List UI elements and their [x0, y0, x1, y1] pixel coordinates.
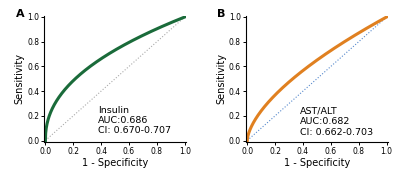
- X-axis label: 1 - Specificity: 1 - Specificity: [82, 158, 148, 168]
- Y-axis label: Sensitivity: Sensitivity: [14, 53, 24, 104]
- X-axis label: 1 - Specificity: 1 - Specificity: [284, 158, 350, 168]
- Y-axis label: Sensitivity: Sensitivity: [216, 53, 226, 104]
- Text: AST/ALT
AUC:0.682
CI: 0.662-0.703: AST/ALT AUC:0.682 CI: 0.662-0.703: [300, 107, 373, 137]
- Text: B: B: [218, 9, 226, 19]
- Text: A: A: [16, 9, 24, 19]
- Text: Insulin
AUC:0.686
CI: 0.670-0.707: Insulin AUC:0.686 CI: 0.670-0.707: [98, 106, 171, 135]
